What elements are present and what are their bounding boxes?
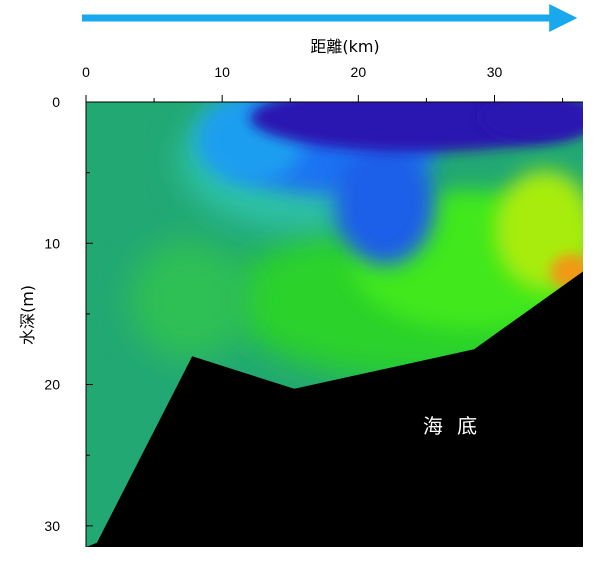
y-axis-title: 水深(m) bbox=[18, 285, 37, 345]
seabed-area bbox=[86, 271, 583, 547]
y-tick-label: 30 bbox=[44, 518, 60, 534]
y-tick-label: 10 bbox=[44, 235, 60, 251]
x-tick-label: 0 bbox=[82, 64, 90, 80]
axis-ticks: 0 10 20 30 0 10 20 30 bbox=[44, 64, 564, 534]
y-tick-label: 20 bbox=[44, 377, 60, 393]
x-axis-title: 距離(km) bbox=[310, 37, 379, 56]
x-tick-label: 10 bbox=[214, 64, 230, 80]
x-tick-label: 30 bbox=[487, 64, 503, 80]
field-blue-lobe bbox=[335, 145, 435, 265]
x-tick-label: 20 bbox=[351, 64, 367, 80]
seabed-label: 海 底 bbox=[423, 414, 481, 438]
field-violet-right bbox=[480, 102, 583, 142]
y-tick-label: 0 bbox=[52, 94, 60, 110]
field-left-green bbox=[130, 240, 250, 360]
